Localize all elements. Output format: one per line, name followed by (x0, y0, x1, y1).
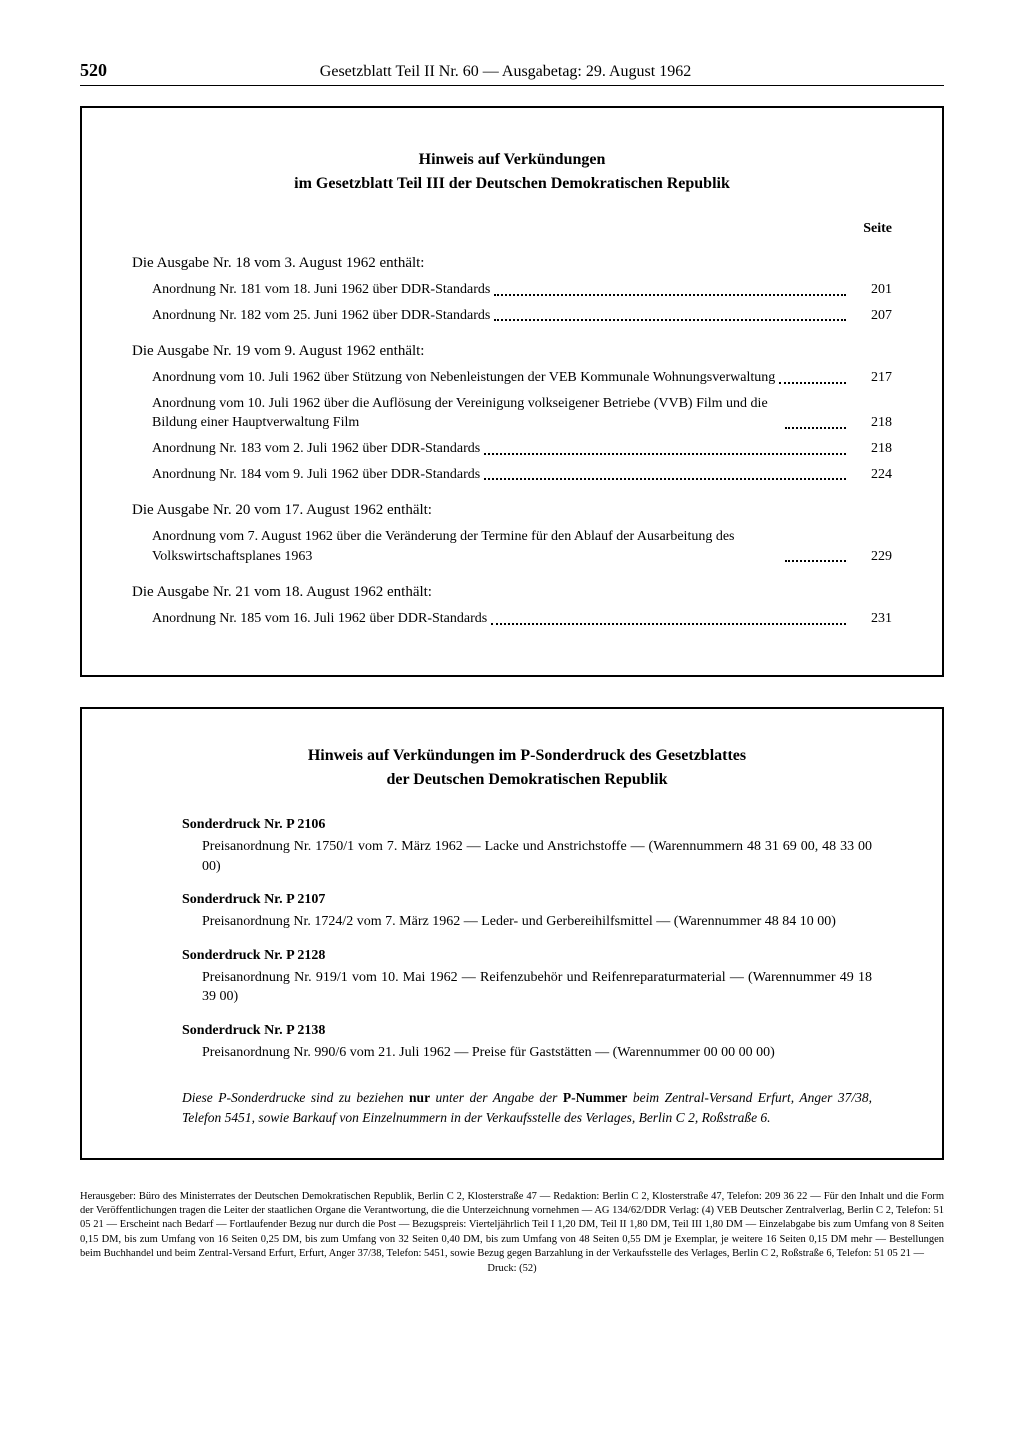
toc-entry: Anordnung Nr. 182 vom 25. Juni 1962 über… (152, 306, 892, 326)
toc-entry-text: Anordnung Nr. 182 vom 25. Juni 1962 über… (152, 306, 490, 326)
toc-entry-text: Anordnung vom 10. Juli 1962 über Stützun… (152, 368, 775, 388)
toc-entry-text: Anordnung vom 10. Juli 1962 über die Auf… (152, 394, 781, 433)
sonderdruck-heading: Sonderdruck Nr. P 2107 (182, 892, 872, 908)
toc-entry-text: Anordnung Nr. 183 vom 2. Juli 1962 über … (152, 439, 480, 459)
toc-entry-text: Anordnung Nr. 181 vom 18. Juni 1962 über… (152, 280, 490, 300)
toc-entry-page: 231 (852, 609, 892, 629)
sonderdruck-heading: Sonderdruck Nr. P 2106 (182, 817, 872, 833)
toc-entry: Anordnung Nr. 183 vom 2. Juli 1962 über … (152, 439, 892, 459)
issue-heading: Die Ausgabe Nr. 19 vom 9. August 1962 en… (132, 343, 892, 360)
leader-dots (494, 294, 846, 296)
announcements-box-1: Hinweis auf Verkündungen im Gesetzblatt … (80, 106, 944, 677)
box2-title-line2: der Deutschen Demokratischen Republik (182, 768, 872, 792)
header-title: Gesetzblatt Teil II Nr. 60 — Ausgabetag:… (107, 63, 904, 81)
sonderdruck-heading: Sonderdruck Nr. P 2128 (182, 948, 872, 964)
toc-entry: Anordnung vom 7. August 1962 über die Ve… (152, 527, 892, 566)
box2-title-line1: Hinweis auf Verkündungen im P-Sonderdruc… (182, 744, 872, 768)
toc-entry: Anordnung Nr. 181 vom 18. Juni 1962 über… (152, 280, 892, 300)
toc-entry-page: 207 (852, 306, 892, 326)
sonderdruck-heading: Sonderdruck Nr. P 2138 (182, 1023, 872, 1039)
sonderdruck-text: Preisanordnung Nr. 1750/1 vom 7. März 19… (202, 837, 872, 876)
toc-entry: Anordnung vom 10. Juli 1962 über die Auf… (152, 394, 892, 433)
sonderdruck-text: Preisanordnung Nr. 1724/2 vom 7. März 19… (202, 912, 872, 932)
toc-entry-page: 201 (852, 280, 892, 300)
toc-entry-page: 218 (852, 439, 892, 459)
box1-title-line2: im Gesetzblatt Teil III der Deutschen De… (132, 172, 892, 196)
sonderdruck-text: Preisanordnung Nr. 990/6 vom 21. Juli 19… (202, 1043, 872, 1063)
page-header: 520 Gesetzblatt Teil II Nr. 60 — Ausgabe… (80, 60, 944, 86)
issue-heading: Die Ausgabe Nr. 20 vom 17. August 1962 e… (132, 502, 892, 519)
toc-entry: Anordnung Nr. 184 vom 9. Juli 1962 über … (152, 465, 892, 485)
toc-entry-page: 224 (852, 465, 892, 485)
box1-title: Hinweis auf Verkündungen im Gesetzblatt … (132, 148, 892, 196)
box1-title-line1: Hinweis auf Verkündungen (132, 148, 892, 172)
toc-entry: Anordnung vom 10. Juli 1962 über Stützun… (152, 368, 892, 388)
box2-title: Hinweis auf Verkündungen im P-Sonderdruc… (182, 744, 872, 792)
leader-dots (484, 453, 846, 455)
sonderdruck-text: Preisanordnung Nr. 919/1 vom 10. Mai 196… (202, 968, 872, 1007)
toc-entry-text: Anordnung Nr. 185 vom 16. Juli 1962 über… (152, 609, 487, 629)
leader-dots (491, 623, 846, 625)
toc-entry-page: 218 (852, 413, 892, 433)
toc-entry-text: Anordnung Nr. 184 vom 9. Juli 1962 über … (152, 465, 480, 485)
announcements-box-2: Hinweis auf Verkündungen im P-Sonderdruc… (80, 707, 944, 1160)
toc-entry: Anordnung Nr. 185 vom 16. Juli 1962 über… (152, 609, 892, 629)
seite-column-header: Seite (132, 221, 892, 237)
leader-dots (494, 319, 846, 321)
leader-dots (779, 382, 846, 384)
issue-heading: Die Ausgabe Nr. 18 vom 3. August 1962 en… (132, 255, 892, 272)
page-number: 520 (80, 60, 107, 81)
toc-entry-text: Anordnung vom 7. August 1962 über die Ve… (152, 527, 781, 566)
imprint-druck: Druck: (52) (80, 1263, 944, 1274)
leader-dots (484, 478, 846, 480)
toc-entry-page: 229 (852, 547, 892, 567)
sonderdruck-note: Diese P-Sonderdrucke sind zu beziehen nu… (182, 1088, 872, 1129)
leader-dots (785, 560, 846, 562)
leader-dots (785, 427, 846, 429)
issue-heading: Die Ausgabe Nr. 21 vom 18. August 1962 e… (132, 584, 892, 601)
toc-entry-page: 217 (852, 368, 892, 388)
imprint: Herausgeber: Büro des Ministerrates der … (80, 1190, 944, 1261)
